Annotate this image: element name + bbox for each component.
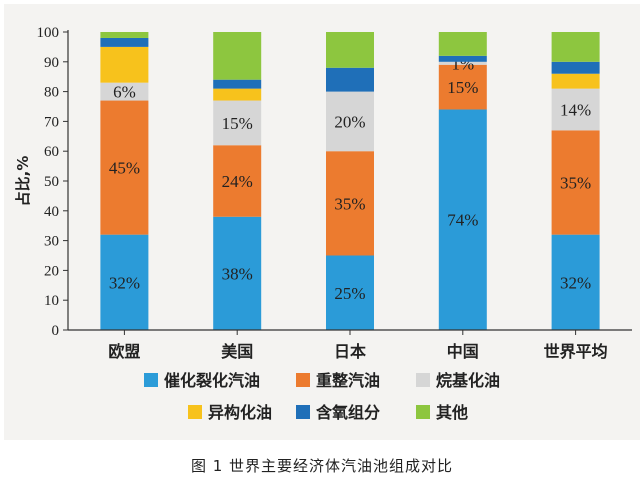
- bar-segment-1-5: [551, 234, 600, 330]
- bar-segment-3-4: [438, 61, 487, 65]
- y-tick-label: 0: [52, 323, 60, 339]
- x-tick-label: 欧盟: [108, 342, 140, 361]
- x-tick-label: 世界平均: [544, 342, 608, 361]
- axes: 欧盟 美国 日本 中国 世界平均 0 10 20 30 40 50 60 70 80 90 100 占比,%: [14, 25, 632, 361]
- bar-segment-5-2: [213, 79, 262, 89]
- x-tick-label: 中国: [447, 342, 479, 361]
- bar-segment-5-5: [551, 61, 600, 74]
- y-tick-label: 60: [44, 144, 59, 160]
- bar-data-label: 6%: [113, 83, 136, 102]
- bar-segment-1-3: [326, 255, 374, 330]
- bar-data-label: 38%: [222, 264, 253, 283]
- figure-caption: 图 1 世界主要经济体汽油池组成对比: [190, 457, 454, 475]
- bar-segment-1-2: [213, 216, 262, 330]
- y-tick-label: 30: [44, 234, 59, 250]
- legend-swatch: [416, 373, 430, 387]
- bar-segment-2-3: [326, 151, 374, 256]
- bar-segment-4-5: [551, 73, 600, 89]
- bar-segment-4-1: [100, 46, 149, 83]
- bar-data-label: 15%: [447, 78, 478, 97]
- y-tick-label: 10: [44, 293, 59, 309]
- bar-segment-3-5: [551, 88, 600, 131]
- bar-data-label: 35%: [560, 173, 591, 192]
- legend-swatch: [296, 373, 310, 387]
- legend-swatch: [296, 405, 310, 419]
- bar-data-label: 74%: [447, 211, 478, 230]
- bar-segment-2-5: [551, 130, 600, 235]
- bar-segment-1-1: [100, 234, 149, 330]
- legend-entry: 催化裂化汽油: [164, 371, 260, 390]
- y-tick-label: 40: [44, 204, 59, 220]
- bar-data-label: 32%: [109, 273, 140, 292]
- bar-segment-3-2: [213, 100, 262, 146]
- bar-data-label: 24%: [222, 172, 253, 191]
- bar-segment-6-3: [326, 32, 374, 68]
- legend-entry: 重整汽油: [316, 371, 380, 390]
- bar-segment-5-1: [100, 37, 149, 47]
- bar-segment-6-1: [100, 32, 149, 38]
- stacked-bar-chart: 32%45%6%38%24%15%25%35%20%74%15%1%32%35%…: [14, 25, 632, 422]
- x-tick-label: 日本: [334, 342, 366, 361]
- bar-segment-5-4: [438, 55, 487, 62]
- bar-data-label: 35%: [334, 194, 365, 213]
- bar-data-label: 32%: [560, 273, 591, 292]
- bar-data-label: 15%: [222, 114, 253, 133]
- bar-segment-6-2: [213, 32, 262, 80]
- bar-segment-5-3: [326, 67, 374, 92]
- bar-segment-6-4: [438, 32, 487, 56]
- bar-segment-2-1: [100, 100, 149, 235]
- legend-entry: 烷基化油: [436, 371, 500, 390]
- y-tick-label: 100: [37, 25, 60, 41]
- bar-segment-3-3: [326, 91, 374, 152]
- legend-swatch: [188, 405, 202, 419]
- legend-entry: 其他: [436, 403, 468, 422]
- bar-data-label: 45%: [109, 159, 140, 178]
- y-tick-label: 70: [44, 114, 59, 130]
- bar-segment-4-2: [213, 88, 262, 101]
- y-tick-label: 90: [44, 55, 59, 71]
- x-tick-label: 美国: [221, 342, 253, 361]
- bar-segment-2-4: [438, 64, 487, 110]
- bar-segment-2-2: [213, 145, 262, 217]
- y-tick-label: 80: [44, 85, 59, 101]
- legend-entry: 异构化油: [208, 403, 272, 422]
- bar-data-label: 14%: [560, 100, 591, 119]
- bar-segment-6-5: [551, 32, 600, 62]
- bar-segment-3-1: [100, 82, 149, 101]
- legend-entry: 含氧组分: [316, 403, 380, 422]
- bar-data-label: 25%: [334, 284, 365, 303]
- y-tick-label: 50: [44, 174, 59, 190]
- plot-area: 32%45%6%38%24%15%25%35%20%74%15%1%32%35%…: [100, 32, 600, 330]
- bar-data-label: 20%: [334, 112, 365, 131]
- y-tick-label: 20: [44, 263, 59, 279]
- bar-segment-1-4: [438, 109, 487, 330]
- legend-swatch: [416, 405, 430, 419]
- y-axis-label: 占比,%: [14, 156, 32, 207]
- legend-swatch: [144, 373, 158, 387]
- figure-panel: 32% 45% 6% 38% 24% 15% 25% 35% 20% 74% 15% 1% 32% 35%…: [4, 4, 640, 440]
